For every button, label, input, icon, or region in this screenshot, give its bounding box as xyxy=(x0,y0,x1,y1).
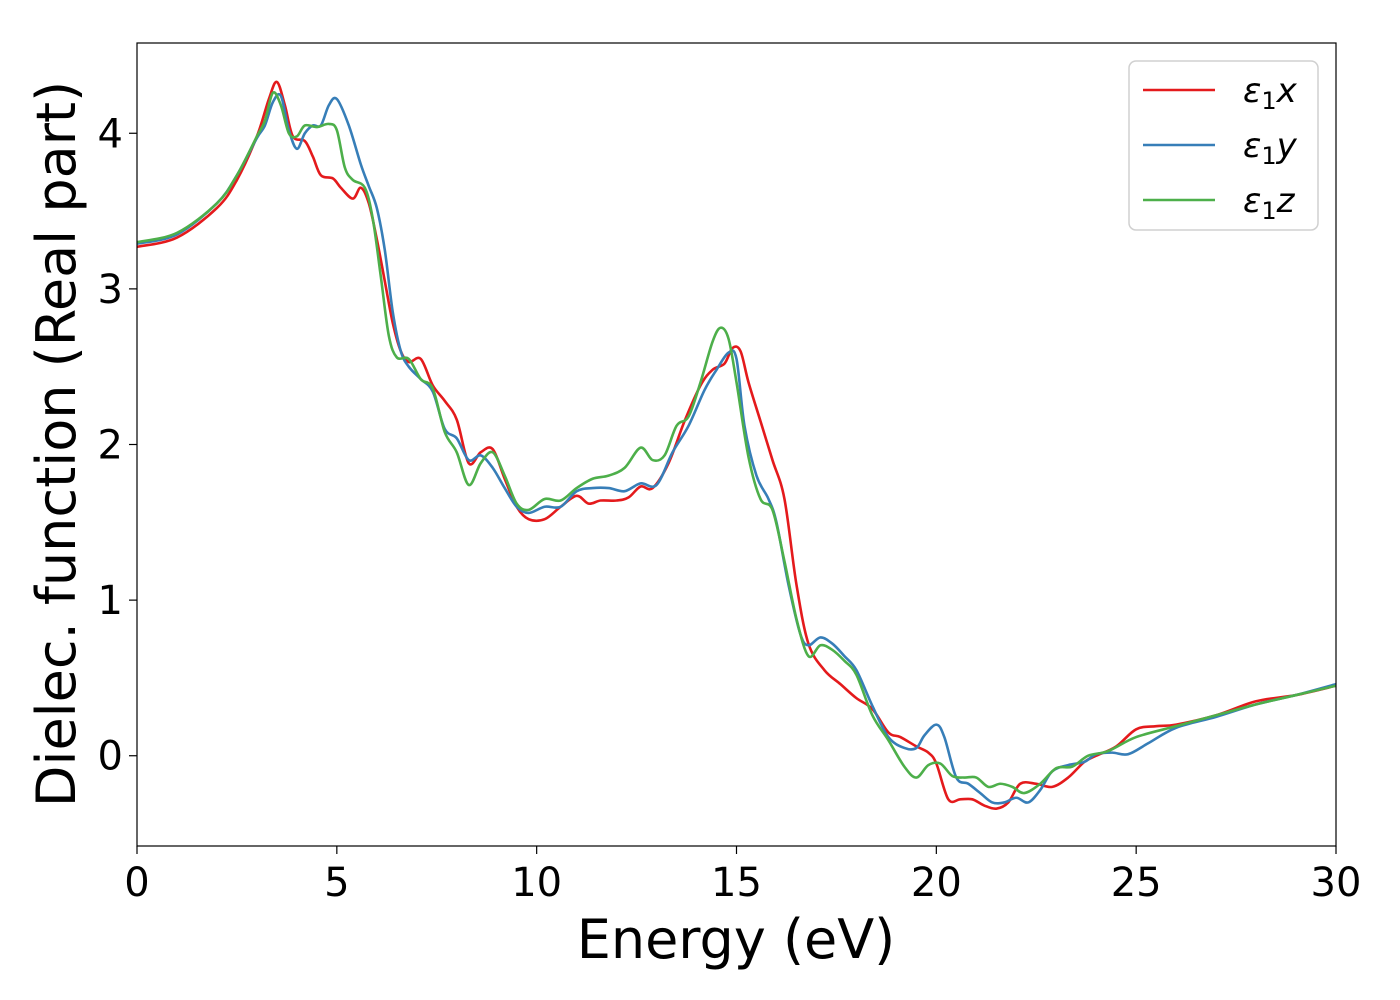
x-tick-label: 20 xyxy=(911,860,962,906)
y-axis-label: Dielec. function (Real part) xyxy=(25,81,88,807)
legend-label-y: ε1y xyxy=(1243,126,1298,170)
legend-label-z: ε1z xyxy=(1243,181,1296,225)
x-tick-label: 0 xyxy=(124,860,149,906)
legend-label-x: ε1x xyxy=(1243,71,1298,115)
series-line-z xyxy=(137,91,1336,795)
x-tick-label: 15 xyxy=(711,860,762,906)
x-axis: 0 5 10 15 20 25 30 xyxy=(124,846,1361,906)
y-tick-label: 3 xyxy=(98,267,123,313)
y-tick-label: 4 xyxy=(98,111,123,157)
y-axis: 0 1 2 3 4 xyxy=(98,111,137,780)
legend-box xyxy=(1128,60,1319,231)
x-tick-label: 25 xyxy=(1111,860,1162,906)
y-tick-label: 2 xyxy=(98,423,123,469)
x-axis-label: Energy (eV) xyxy=(577,908,896,971)
y-tick-label: 0 xyxy=(98,734,123,780)
x-tick-label: 10 xyxy=(511,860,562,906)
legend: ε1x ε1y ε1z xyxy=(1128,60,1319,231)
x-tick-label: 30 xyxy=(1311,860,1362,906)
series-layer xyxy=(137,80,1336,811)
y-tick-label: 1 xyxy=(98,578,123,624)
x-tick-label: 5 xyxy=(324,860,349,906)
series-line-y xyxy=(137,92,1336,805)
